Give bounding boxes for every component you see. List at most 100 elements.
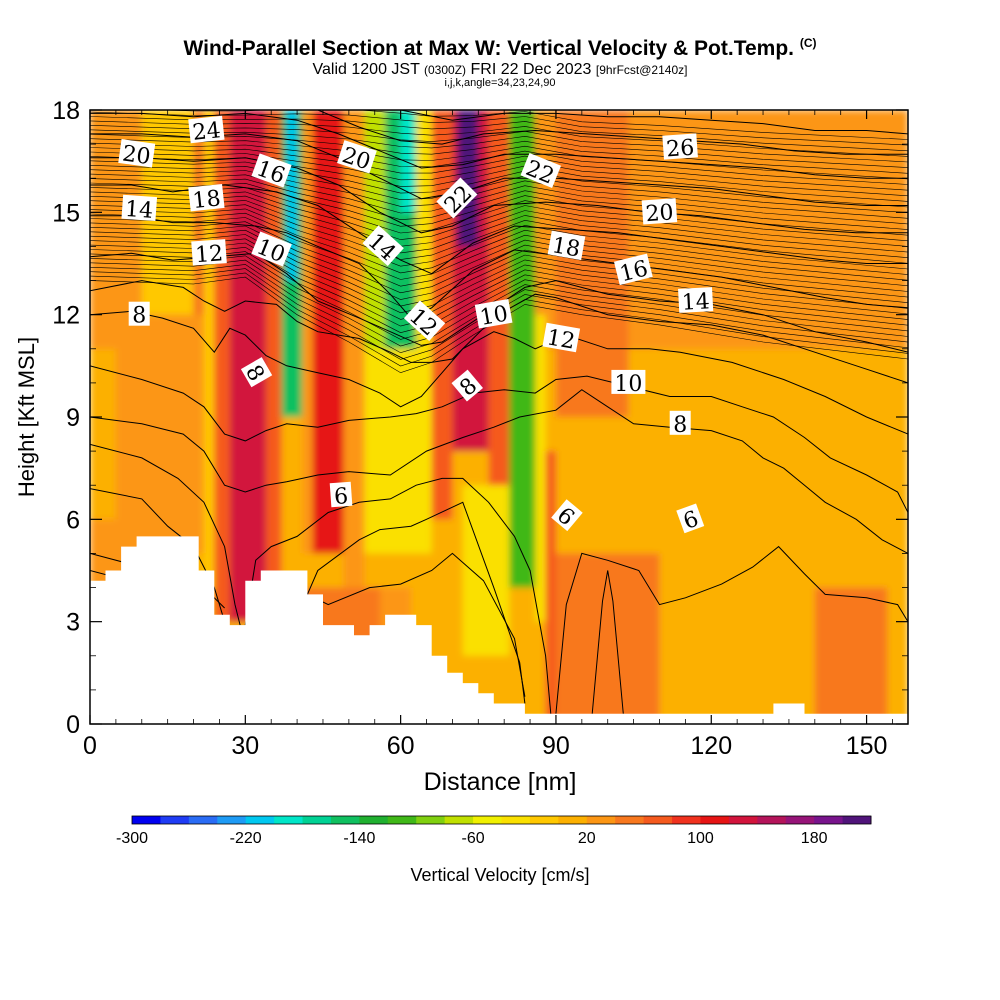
contour-label-box-25 [551, 499, 583, 532]
colorbar-swatch-1 [160, 816, 190, 824]
contour-label-26: 6 [676, 503, 705, 535]
contour-label-box-3 [121, 194, 158, 222]
axes: 0 30 60 90 120 150 0 3 6 9 12 15 18 [52, 97, 908, 760]
contour-label-text-1: 24 [191, 118, 221, 146]
contour-label-text-12: 26 [665, 136, 695, 163]
theta-isentrope-34 [90, 129, 908, 168]
contour-label-19: 12 [542, 322, 581, 355]
theta-contour-9 [90, 389, 908, 554]
contour-label-7: 8 [128, 301, 150, 329]
theta-isentrope-35 [90, 125, 908, 163]
colorbar-swatch-24 [814, 816, 844, 824]
colorbar-tick-3: -60 [462, 830, 485, 847]
contour-label-14: 18 [547, 230, 586, 263]
velocity-cell-25 [364, 348, 432, 554]
theta-isentrope-13 [90, 221, 908, 287]
contour-label-box-7 [128, 301, 150, 326]
colorbar-swatch-16 [586, 816, 616, 824]
contour-label-box-16 [678, 287, 714, 313]
theta-isentrope-29 [90, 151, 908, 197]
colorbar-swatch-6 [302, 816, 332, 824]
theta-isentrope-9 [90, 238, 908, 314]
colorbar-tick-1: -220 [230, 830, 262, 847]
theta-isentrope-12 [90, 225, 908, 294]
colorbar-tick-4: 20 [578, 830, 596, 847]
contour-label-5: 16 [251, 153, 292, 189]
contour-label-box-5 [251, 153, 292, 188]
contour-label-text-20: 10 [614, 372, 642, 397]
contour-label-24: 6 [329, 481, 353, 510]
velocity-cell-23 [400, 110, 417, 213]
contour-label-box-19 [542, 322, 581, 353]
colorbar-swatch-8 [359, 816, 389, 824]
contour-label-box-4 [191, 239, 227, 266]
colorbar-swatch-0 [132, 816, 161, 824]
theta-contour-7 [307, 552, 526, 697]
colorbar-swatch-25 [842, 816, 872, 824]
colorbar-swatch-20 [700, 816, 730, 824]
contour-label-box-2 [188, 183, 225, 212]
theta-isentrope-15 [90, 212, 908, 275]
theta-isentrope-3 [90, 264, 908, 354]
colorbar-swatch-22 [757, 816, 787, 824]
colorbar-swatch-23 [785, 816, 815, 824]
theta-contour-14 [90, 215, 908, 319]
theta-isentrope-27 [90, 160, 908, 208]
contour-label-text-4: 12 [194, 241, 224, 268]
contour-label-text-7: 8 [132, 304, 146, 329]
terrain [90, 536, 908, 724]
theta-contour-20 [400, 110, 908, 135]
colorbar-swatch-2 [188, 816, 218, 824]
colorbar-swatch-18 [643, 816, 673, 824]
y-tick-label-5: 15 [52, 199, 80, 227]
contour-label-23: 8 [669, 410, 691, 438]
chart-indices: i,j,k,angle=34,23,24,90 [444, 77, 556, 89]
y-tick-label-6: 18 [52, 97, 80, 125]
theta-isentrope-26 [90, 165, 908, 213]
velocity-cell-18 [302, 110, 313, 554]
theta-contour-13 [90, 252, 908, 353]
theta-contour-11 [90, 310, 908, 435]
theta-isentrope-25 [90, 169, 908, 219]
chart-subtitle: Valid 1200 JST (0300Z) FRI 22 Dec 2023 [… [0, 61, 1000, 79]
contour-label-4: 12 [191, 239, 227, 268]
theta-isentrope-37 [90, 116, 908, 152]
contour-label-box-26 [676, 503, 705, 534]
contour-label-18: 10 [474, 298, 513, 331]
x-tick-label-1: 30 [231, 732, 259, 760]
contour-label-box-21 [240, 357, 273, 388]
x-tick-label-2: 60 [387, 732, 415, 760]
terrain-fill [90, 536, 908, 724]
x-axis-label: Distance [nm] [424, 768, 577, 796]
contour-label-box-24 [329, 481, 353, 508]
contour-label-box-11 [520, 152, 562, 188]
y-tick-label-0: 0 [66, 711, 80, 739]
contour-label-text-2: 18 [191, 186, 221, 214]
colorbar-swatch-4 [245, 816, 275, 824]
contour-label-1: 24 [188, 115, 225, 146]
contour-label-box-10 [436, 177, 478, 219]
theta-isentrope-10 [90, 234, 908, 307]
velocity-cell-17 [286, 110, 298, 281]
subtitle-valid: Valid 1200 JST [312, 61, 420, 78]
contour-label-box-20 [611, 369, 646, 394]
contour-label-box-0 [118, 139, 156, 168]
contour-label-16: 14 [678, 287, 714, 316]
colorbar-frame [131, 815, 872, 825]
colorbar-swatch-3 [217, 816, 247, 824]
y-tick-label-1: 3 [66, 609, 80, 637]
theta-isentrope-1 [90, 272, 908, 367]
title-main: Wind-Parallel Section at Max W: Vertical… [183, 37, 794, 60]
y-axis-label: Height [Kft MSL] [14, 337, 39, 497]
subtitle-forecast: [9hrFcst@2140z] [595, 63, 688, 77]
theta-contour-15 [90, 184, 908, 275]
theta-isentrope-0 [90, 276, 908, 374]
contour-label-text-16: 14 [681, 289, 710, 315]
colorbar-swatch-14 [529, 816, 559, 824]
theta-isentrope-14 [90, 217, 908, 281]
colorbar-swatch-13 [501, 816, 531, 824]
colorbar-tick-2: -140 [343, 830, 375, 847]
colorbar-label: Vertical Velocity [cm/s] [410, 865, 589, 885]
colorbar-tick-5: 100 [687, 830, 714, 847]
theta-contour-6 [591, 570, 624, 714]
